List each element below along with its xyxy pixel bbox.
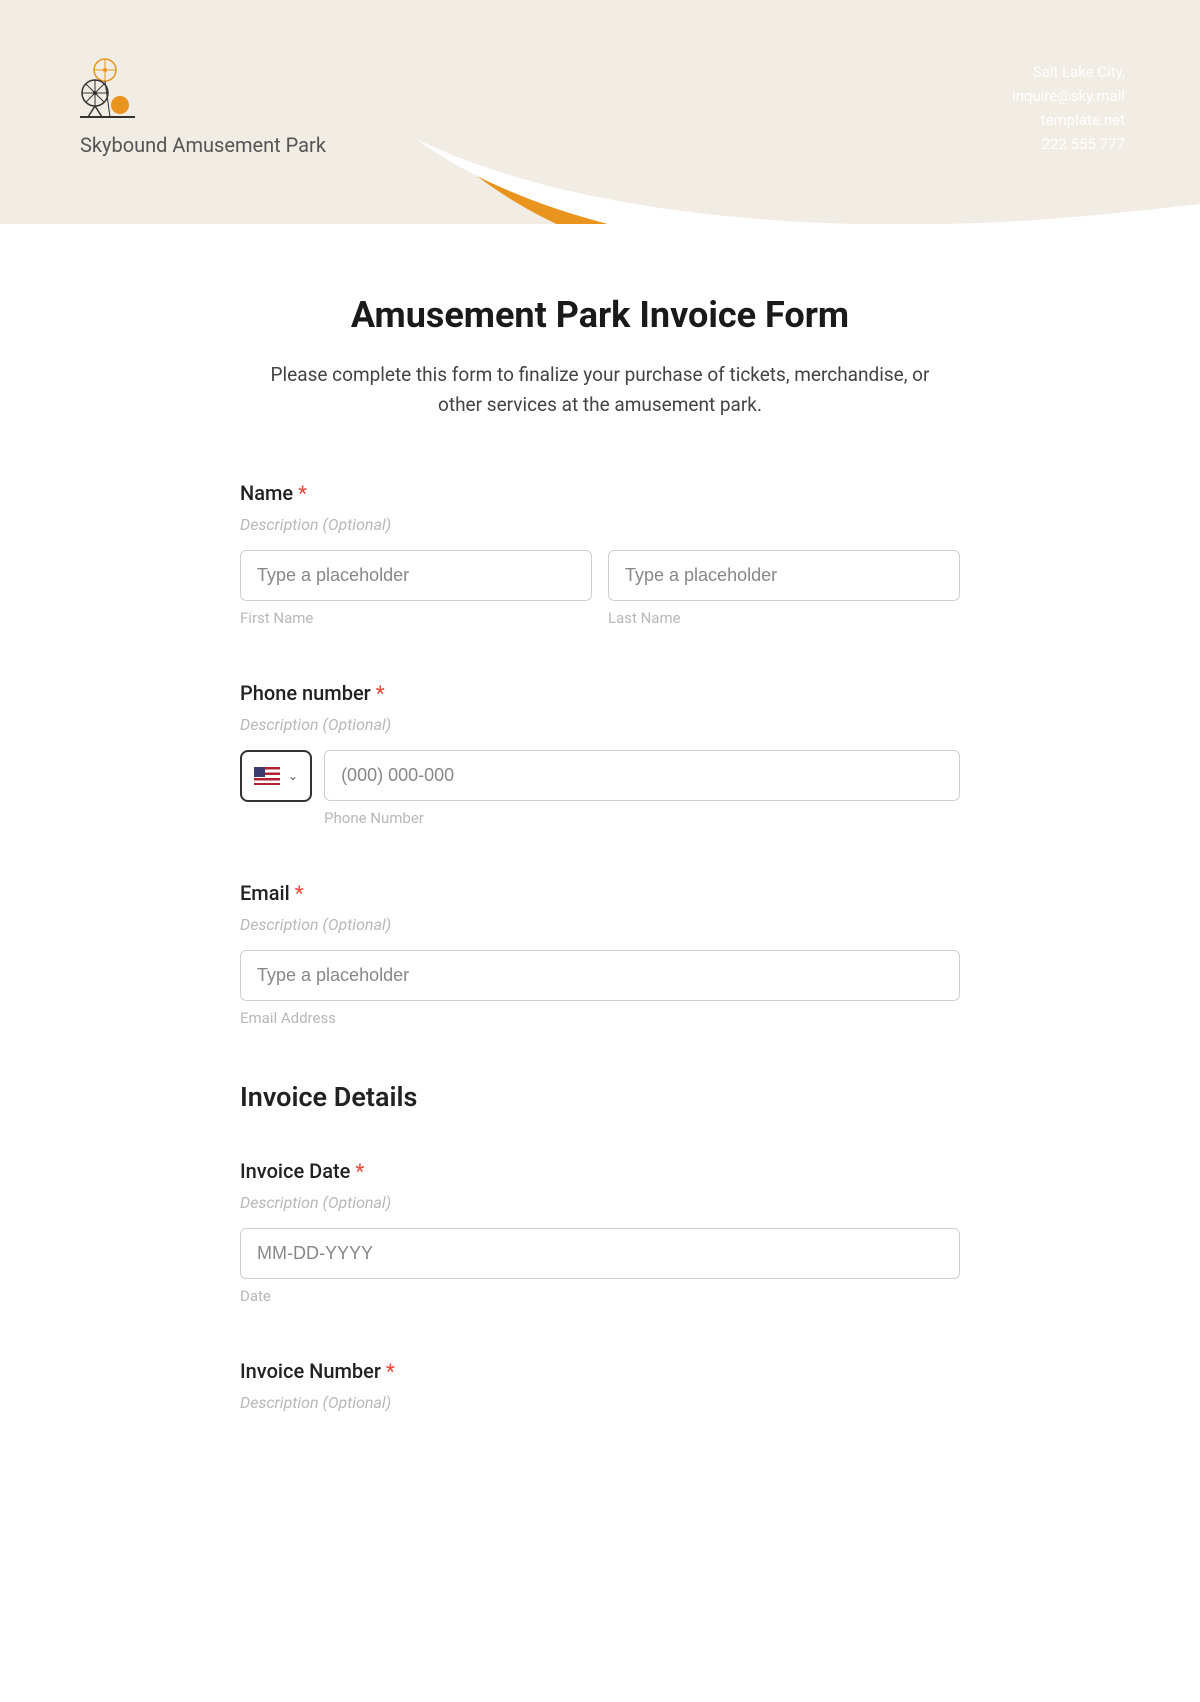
invoice-section-header: Invoice Details bbox=[240, 1081, 960, 1113]
contact-city: Salt Lake City, bbox=[1012, 60, 1125, 84]
phone-description: Description (Optional) bbox=[240, 715, 960, 734]
name-description: Description (Optional) bbox=[240, 515, 960, 534]
required-asterisk: * bbox=[386, 1359, 395, 1383]
required-asterisk: * bbox=[355, 1159, 364, 1183]
name-field-group: Name * Description (Optional) First Name… bbox=[240, 481, 960, 627]
invoice-number-label-text: Invoice Number bbox=[240, 1359, 381, 1383]
required-asterisk: * bbox=[298, 481, 307, 505]
contact-email: inquire@sky.mail bbox=[1012, 84, 1125, 108]
name-label: Name * bbox=[240, 481, 960, 505]
country-code-select[interactable]: ⌄ bbox=[240, 750, 312, 802]
invoice-date-field-group: Invoice Date * Description (Optional) Da… bbox=[240, 1159, 960, 1305]
invoice-date-label-text: Invoice Date bbox=[240, 1159, 350, 1183]
form-subtitle: Please complete this form to finalize yo… bbox=[240, 360, 960, 421]
company-name: Skybound Amusement Park bbox=[80, 133, 326, 157]
email-label-text: Email bbox=[240, 881, 290, 905]
required-asterisk: * bbox=[376, 681, 385, 705]
form-container: Amusement Park Invoice Form Please compl… bbox=[190, 224, 1010, 1506]
contact-phone: 222 555 777 bbox=[1012, 132, 1125, 156]
last-name-sublabel: Last Name bbox=[608, 609, 960, 627]
phone-label-text: Phone number bbox=[240, 681, 371, 705]
contact-info: Salt Lake City, inquire@sky.mail templat… bbox=[1012, 60, 1125, 156]
invoice-date-label: Invoice Date * bbox=[240, 1159, 960, 1183]
invoice-date-sublabel: Date bbox=[240, 1287, 960, 1305]
chevron-down-icon: ⌄ bbox=[288, 769, 298, 783]
invoice-date-description: Description (Optional) bbox=[240, 1193, 960, 1212]
phone-label: Phone number * bbox=[240, 681, 960, 705]
email-input[interactable] bbox=[240, 950, 960, 1001]
required-asterisk: * bbox=[295, 881, 304, 905]
name-label-text: Name bbox=[240, 481, 293, 505]
page-header: Skybound Amusement Park Salt Lake City, … bbox=[0, 0, 1200, 224]
invoice-number-field-group: Invoice Number * Description (Optional) bbox=[240, 1359, 960, 1412]
first-name-sublabel: First Name bbox=[240, 609, 592, 627]
phone-field-group: Phone number * Description (Optional) ⌄ … bbox=[240, 681, 960, 827]
email-label: Email * bbox=[240, 881, 960, 905]
us-flag-icon bbox=[254, 767, 280, 785]
last-name-input[interactable] bbox=[608, 550, 960, 601]
invoice-number-description: Description (Optional) bbox=[240, 1393, 960, 1412]
logo-block: Skybound Amusement Park bbox=[80, 55, 326, 157]
ferris-wheel-icon bbox=[80, 55, 150, 125]
email-field-group: Email * Description (Optional) Email Add… bbox=[240, 881, 960, 1027]
contact-website: template.net bbox=[1012, 108, 1125, 132]
phone-input[interactable] bbox=[324, 750, 960, 801]
email-sublabel: Email Address bbox=[240, 1009, 960, 1027]
invoice-number-label: Invoice Number * bbox=[240, 1359, 960, 1383]
first-name-input[interactable] bbox=[240, 550, 592, 601]
email-description: Description (Optional) bbox=[240, 915, 960, 934]
form-title: Amusement Park Invoice Form bbox=[240, 294, 960, 336]
phone-sublabel: Phone Number bbox=[324, 809, 960, 827]
invoice-date-input[interactable] bbox=[240, 1228, 960, 1279]
